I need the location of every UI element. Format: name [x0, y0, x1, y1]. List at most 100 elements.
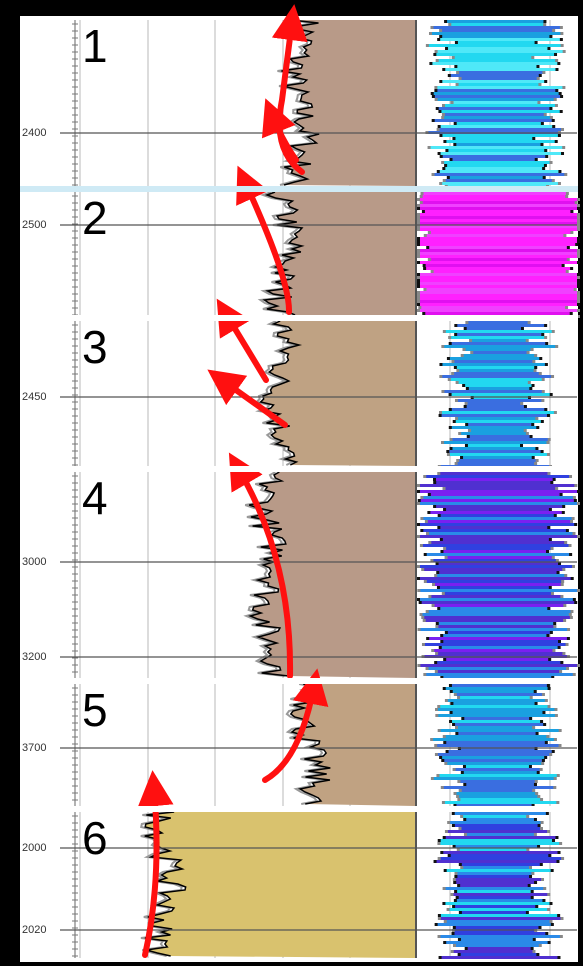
facies-stripe [456, 122, 541, 125]
facies-stripe [451, 408, 545, 411]
facies-stripe [429, 637, 567, 640]
facies-stripe [457, 41, 535, 44]
facies-stripe [445, 902, 550, 905]
facies-stripe [452, 690, 534, 693]
facies-stripe [449, 453, 547, 456]
facies-stripe [460, 884, 528, 887]
facies-stripe [446, 920, 550, 923]
facies-stripe [456, 881, 535, 884]
facies-stripe [459, 459, 536, 462]
facies-stripe [455, 878, 542, 881]
facies-stripe [437, 86, 563, 89]
facies-stripe [442, 29, 553, 32]
facies-stripe [450, 378, 542, 381]
log-curve [259, 320, 303, 466]
facies-stripe [460, 798, 541, 801]
facies-stripe [440, 839, 553, 842]
facies-stripe [434, 649, 553, 652]
facies-stripe [457, 333, 542, 336]
facies-stripe [420, 664, 577, 667]
facies-stripe [440, 125, 553, 128]
trend-arrow [216, 298, 269, 383]
facies-stripe [448, 47, 548, 50]
facies-stripe [465, 384, 532, 387]
panel-number: 4 [82, 472, 108, 524]
facies-stripe [420, 523, 575, 526]
facies-stripe [457, 875, 530, 878]
facies-stripe [420, 249, 577, 252]
facies-stripe [434, 119, 552, 122]
trend-arrow [228, 452, 294, 679]
facies-stripe [436, 478, 553, 481]
panel-number: 1 [82, 20, 108, 72]
facies-stripe [465, 348, 531, 351]
facies-stripe [466, 818, 534, 821]
facies-stripe [459, 848, 527, 851]
facies-stripe [454, 360, 533, 363]
facies-stripe [420, 261, 577, 264]
facies-stripe [438, 622, 554, 625]
facies-stripe [424, 210, 571, 213]
lithology-fill [281, 20, 415, 186]
trend-arrow [207, 369, 288, 428]
facies-stripe [420, 219, 577, 222]
facies-stripe [441, 646, 558, 649]
depth-label: 2450 [22, 391, 46, 403]
facies-stripe [420, 598, 573, 601]
facies-stripe [433, 738, 554, 741]
facies-stripe [457, 324, 545, 327]
facies-stripe [455, 926, 539, 929]
lithology-fill [144, 812, 416, 958]
facies-stripe [421, 601, 575, 604]
facies-stripe [446, 508, 549, 511]
facies-stripe [420, 225, 577, 228]
facies-stripe [452, 711, 543, 714]
facies-stripe [420, 207, 577, 210]
facies-stripe [445, 836, 556, 839]
facies-stripe [438, 714, 555, 717]
facies-stripe [426, 673, 573, 676]
facies-stripe [445, 487, 556, 490]
facies-stripe [448, 149, 545, 152]
facies-stripe [420, 502, 577, 505]
facies-stripe [433, 92, 559, 95]
depth-label: 2020 [22, 924, 46, 936]
facies-stripe [423, 517, 572, 520]
facies-stripe [450, 74, 539, 77]
facies-stripe [420, 300, 577, 303]
depth-label-bg [21, 218, 57, 232]
facies-stripe [433, 270, 566, 273]
facies-stripe [445, 167, 543, 170]
facies-stripe [463, 815, 527, 818]
facies-stripe [458, 732, 536, 735]
facies-stripe [451, 342, 546, 345]
facies-stripe [450, 821, 541, 824]
facies-stripe [423, 496, 573, 499]
facies-stripe [461, 432, 526, 435]
facies-stripe [420, 240, 577, 243]
facies-stripe [420, 291, 577, 294]
facies-stripe [440, 935, 560, 938]
facies-stripe [439, 170, 559, 173]
facies-stripe [444, 759, 542, 762]
facies-stripe [442, 35, 550, 38]
facies-stripe [440, 526, 548, 529]
depth-label: 3200 [22, 651, 46, 663]
log-panel: 2450 3 [20, 298, 578, 468]
facies-stripe [428, 44, 561, 47]
facies-stripe [444, 390, 542, 393]
facies-stripe [437, 98, 554, 101]
facies-stripe [472, 339, 526, 342]
facies-stripe [444, 592, 551, 595]
facies-stripe [459, 71, 543, 74]
facies-stripe [446, 741, 545, 744]
depth-label: 3000 [22, 556, 46, 568]
facies-stripe [420, 303, 577, 306]
depth-label-bg [21, 390, 57, 404]
depth-label: 3700 [22, 742, 46, 754]
facies-stripe [442, 134, 558, 137]
facies-stripe [420, 276, 577, 279]
facies-stripe [437, 574, 565, 577]
facies-stripe [442, 182, 558, 185]
facies-stripe [456, 944, 539, 947]
